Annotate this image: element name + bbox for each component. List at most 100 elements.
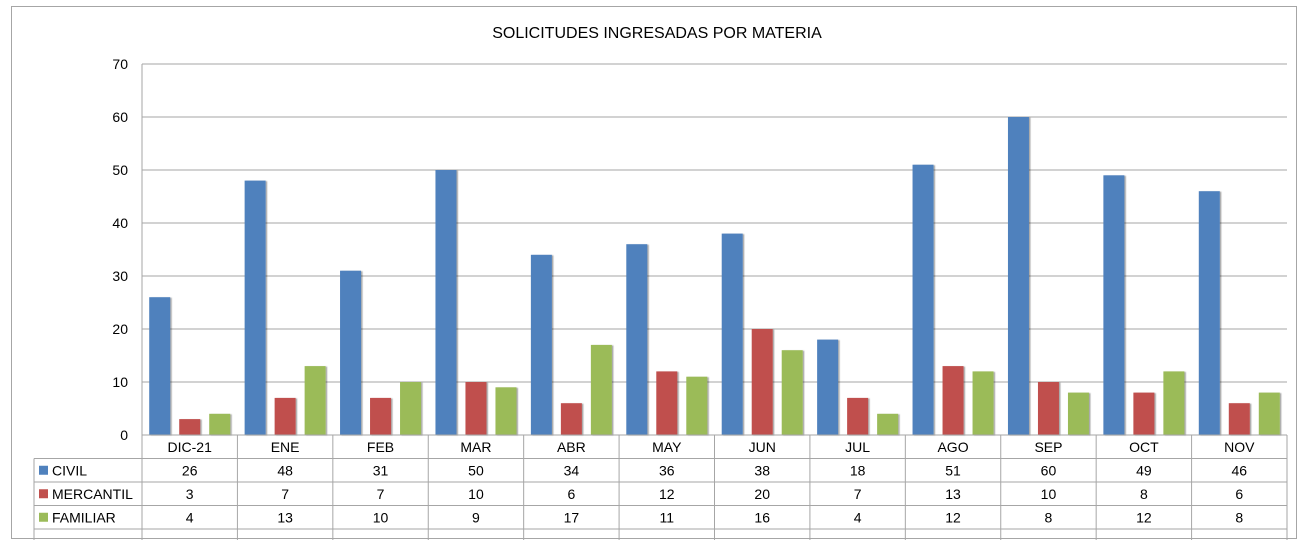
- bar-familiar: [1258, 392, 1280, 435]
- bar-familiar: [972, 371, 994, 435]
- bar-mercantil: [370, 397, 392, 435]
- table-value: 8: [1045, 509, 1053, 525]
- bar-familiar: [877, 413, 899, 435]
- bar-familiar: [209, 413, 231, 435]
- table-value: 60: [1041, 462, 1057, 478]
- bar-familiar: [686, 376, 708, 435]
- bar-familiar: [590, 344, 612, 435]
- table-value: 11: [660, 509, 675, 525]
- x-category-label: ABR: [557, 439, 586, 455]
- table-value: 10: [373, 509, 389, 525]
- y-axis-ticks: 0 10 20 30 40 50 60 70: [112, 56, 128, 443]
- bar-mercantil: [847, 397, 869, 435]
- table-value: 50: [468, 462, 484, 478]
- bar-familiar: [495, 387, 517, 435]
- x-category-label: SEP: [1034, 439, 1062, 455]
- table-value: 7: [281, 486, 289, 502]
- table-value: 9: [472, 509, 480, 525]
- y-tick-label: 70: [112, 56, 128, 72]
- data-table: DIC-21 ENE FEB MAR ABR MAY JUN JUL AGO SEP OCT NOV C…: [33, 434, 1288, 540]
- x-category-label: JUN: [749, 439, 776, 455]
- table-value: 8: [1235, 509, 1243, 525]
- bar-civil: [626, 244, 648, 435]
- table-value: 16: [754, 509, 770, 525]
- table-value: 12: [945, 509, 961, 525]
- gridlines: [141, 63, 1287, 436]
- bar-familiar: [400, 382, 422, 435]
- table-value: 6: [567, 486, 575, 502]
- x-category-label: MAR: [460, 439, 491, 455]
- legend-label: CIVIL: [52, 462, 87, 478]
- x-category-label: NOV: [1224, 439, 1255, 455]
- x-category-label: AGO: [937, 439, 968, 455]
- bar-mercantil: [656, 371, 678, 435]
- bar-civil: [1198, 191, 1220, 435]
- bar-mercantil: [942, 366, 964, 435]
- bars: [149, 117, 1280, 436]
- table-value: 7: [377, 486, 385, 502]
- bar-mercantil: [465, 382, 487, 435]
- bar-civil: [721, 233, 743, 435]
- bar-mercantil: [1133, 392, 1155, 435]
- table-value: 36: [659, 462, 675, 478]
- bar-mercantil: [1037, 382, 1059, 435]
- table-value: 46: [1232, 462, 1248, 478]
- x-category-label: MAY: [652, 439, 682, 455]
- chart-frame: SOLICITUDES INGRESADAS POR MATERIA 0 10 20…: [11, 6, 1297, 540]
- table-value: 12: [659, 486, 675, 502]
- legend-label: MERCANTIL: [52, 486, 133, 502]
- y-tick-label: 30: [112, 268, 128, 284]
- table-value: 34: [564, 462, 580, 478]
- table-value: 4: [186, 509, 194, 525]
- bar-civil: [149, 297, 171, 435]
- table-value: 48: [277, 462, 293, 478]
- table-value: 13: [277, 509, 293, 525]
- x-category-label: FEB: [367, 439, 394, 455]
- bar-mercantil: [560, 403, 582, 435]
- table-value: 13: [945, 486, 961, 502]
- y-tick-label: 10: [112, 374, 128, 390]
- y-tick-label: 50: [112, 162, 128, 178]
- y-tick-label: 0: [120, 427, 128, 443]
- table-value: 20: [754, 486, 770, 502]
- chart-title: SOLICITUDES INGRESADAS POR MATERIA: [492, 25, 822, 42]
- bar-mercantil: [1228, 403, 1250, 435]
- table-value: 7: [854, 486, 862, 502]
- bar-civil: [1007, 117, 1029, 435]
- bar-civil: [817, 339, 839, 435]
- table-value: 10: [1041, 486, 1057, 502]
- bar-mercantil: [179, 419, 201, 435]
- table-value: 8: [1140, 486, 1148, 502]
- table-value: 12: [1136, 509, 1152, 525]
- table-value: 17: [564, 509, 580, 525]
- legend-key-familiar: [39, 512, 48, 522]
- bar-mercantil: [751, 329, 773, 435]
- bar-familiar: [1163, 371, 1185, 435]
- table-value: 38: [754, 462, 770, 478]
- legend-key-civil: [39, 465, 48, 475]
- y-tick-label: 20: [112, 321, 128, 337]
- bar-civil: [1103, 175, 1125, 436]
- table-value: 6: [1235, 486, 1243, 502]
- bar-familiar: [1067, 392, 1089, 435]
- y-tick-label: 60: [112, 109, 128, 125]
- table-value: 26: [182, 462, 198, 478]
- bar-familiar: [781, 350, 803, 435]
- bar-civil: [530, 254, 552, 435]
- table-value: 10: [468, 486, 484, 502]
- table-value: 18: [850, 462, 866, 478]
- bar-civil: [340, 270, 362, 435]
- legend-label: FAMILIAR: [52, 509, 116, 525]
- bar-chart: SOLICITUDES INGRESADAS POR MATERIA 0 10 20…: [33, 25, 1288, 540]
- x-category-label: DIC-21: [168, 439, 213, 455]
- table-value: 4: [854, 509, 862, 525]
- table-value: 3: [186, 486, 194, 502]
- x-category-label: OCT: [1129, 439, 1159, 455]
- bar-civil: [244, 180, 266, 435]
- bar-familiar: [304, 366, 326, 435]
- x-category-label: JUL: [845, 439, 870, 455]
- table-value: 51: [945, 462, 961, 478]
- bar-civil: [912, 164, 934, 435]
- table-value: 49: [1136, 462, 1152, 478]
- x-category-label: ENE: [271, 439, 300, 455]
